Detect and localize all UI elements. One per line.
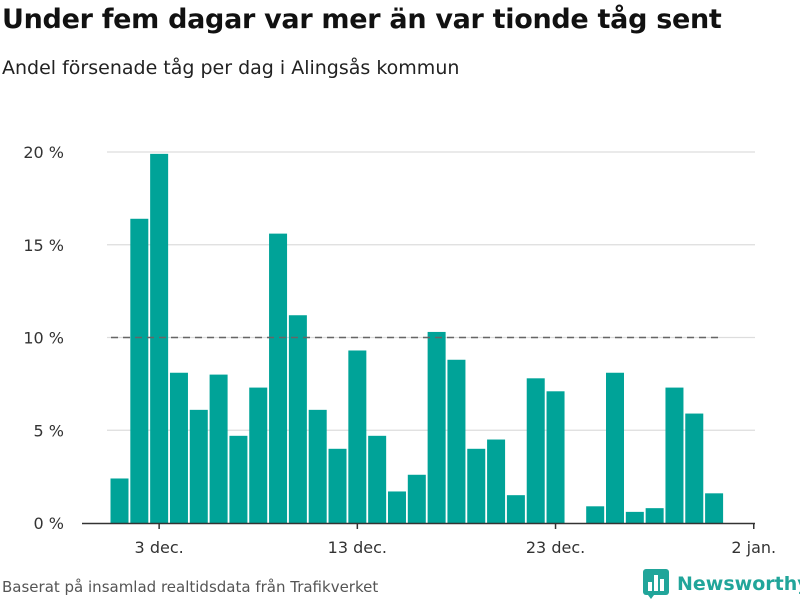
chart-subtitle: Andel försenade tåg per dag i Alingsås k… [2, 57, 460, 79]
bar [110, 478, 129, 523]
bar [269, 233, 288, 523]
bar [348, 350, 367, 523]
bar [665, 387, 684, 523]
bar [526, 378, 545, 523]
chart-title: Under fem dagar var mer än var tionde tå… [2, 4, 722, 35]
source-note: Baserat på insamlad realtidsdata från Tr… [2, 578, 379, 596]
x-tick-label: 2 jan. [731, 538, 776, 557]
bar [407, 474, 426, 523]
bar [308, 409, 327, 523]
bar [606, 372, 624, 523]
y-tick-label: 10 % [23, 329, 64, 348]
bars [110, 153, 724, 524]
bar [705, 493, 724, 523]
brand-name: Newsworthy [677, 573, 800, 595]
bar [546, 391, 565, 523]
bar [685, 413, 704, 523]
bar [625, 511, 644, 523]
bar-chart: 0 % 5 % 10 % 15 % 20 % 3 dec. 13 dec. 23 dec. 2 … [23, 143, 776, 557]
bar-chart-logo-icon [643, 569, 669, 599]
y-tick-label: 15 % [23, 236, 64, 255]
y-tick-label: 0 % [34, 514, 64, 533]
x-tick-label: 3 dec. [135, 538, 184, 557]
bar [645, 508, 664, 523]
bar [288, 315, 307, 523]
bar [130, 218, 149, 523]
bar [229, 435, 248, 523]
bar [328, 448, 347, 523]
y-tick-label: 20 % [23, 143, 64, 162]
bar [169, 372, 188, 523]
bar [150, 153, 169, 524]
y-tick-label: 5 % [34, 421, 64, 440]
bar [487, 439, 506, 523]
bar [467, 448, 486, 523]
bar [506, 495, 525, 523]
bar [387, 491, 406, 523]
bar [447, 359, 466, 523]
bar [586, 506, 605, 523]
bar [209, 374, 228, 523]
bar [189, 409, 208, 523]
brand-logo: Newsworthy [643, 569, 800, 599]
bar [249, 387, 268, 523]
bar [427, 331, 446, 523]
bar [368, 435, 387, 523]
x-tick-label: 23 dec. [526, 538, 585, 557]
x-tick-label: 13 dec. [328, 538, 387, 557]
axes: 0 % 5 % 10 % 15 % 20 % 3 dec. 13 dec. 23 dec. 2 … [23, 143, 776, 557]
